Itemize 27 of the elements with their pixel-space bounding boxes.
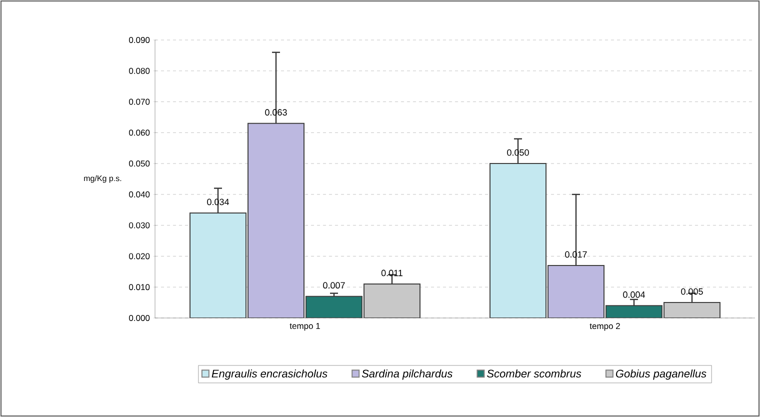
y-tick-label: 0.080 xyxy=(129,68,150,74)
data-label: 0.007 xyxy=(323,282,345,289)
data-label: 0.011 xyxy=(381,270,402,276)
y-tick-label: 0.040 xyxy=(129,191,150,198)
y-tick-label: 0.050 xyxy=(129,160,150,167)
y-tick-label: 0.010 xyxy=(129,284,150,290)
y-tick-label: 0.000 xyxy=(129,314,150,321)
x-tick-label: tempo 2 xyxy=(590,323,620,331)
y-tick-label: 0.060 xyxy=(129,130,150,136)
y-tick-label: 0.090 xyxy=(129,36,150,43)
bar xyxy=(248,122,305,318)
bar xyxy=(306,296,363,318)
bar xyxy=(548,264,604,318)
legend-label: Engraulis encrasicholus xyxy=(212,369,328,380)
data-label: 0.005 xyxy=(681,288,703,295)
bar xyxy=(490,163,546,318)
bar xyxy=(190,212,247,318)
legend-label: Gobius paganellus xyxy=(616,369,706,380)
y-tick-label: 0.020 xyxy=(129,253,150,260)
x-tick-label: tempo 1 xyxy=(290,323,320,331)
y-tick-label: 0.030 xyxy=(129,222,150,228)
data-label: 0.004 xyxy=(623,291,645,298)
y-axis-title: mg/Kg p.s. xyxy=(84,175,122,183)
bar xyxy=(606,305,662,318)
legend-label: Sardina pilchardus xyxy=(362,369,452,380)
legend-label: Scomber scombrus xyxy=(487,369,582,378)
y-tick-label: 0.070 xyxy=(129,98,150,105)
